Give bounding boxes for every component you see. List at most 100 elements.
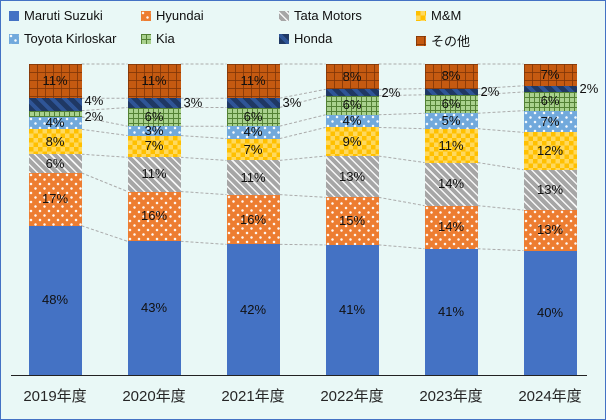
data-label-2023年度-hyundai: 14% xyxy=(437,219,465,235)
bar-segment-2020年度-honda[interactable] xyxy=(127,98,181,108)
legend-item-toyota-kirloskar[interactable]: Toyota Kirloskar xyxy=(9,31,116,46)
bar-segment-2019年度-other[interactable] xyxy=(28,64,82,99)
data-label-2021年度-toyota-kirloskar: 4% xyxy=(243,124,263,140)
data-label-2022年度-other: 8% xyxy=(342,68,362,84)
bar-segment-2019年度-maruti-suzuki[interactable] xyxy=(28,225,82,375)
data-label-2024年度-toyota-kirloskar: 7% xyxy=(540,113,560,129)
data-label-2021年度-other: 11% xyxy=(240,73,266,89)
legend-item-kia[interactable]: Kia xyxy=(141,31,175,46)
bar-segment-2019年度-m-and-m[interactable] xyxy=(28,129,82,155)
legend-label: M&M xyxy=(431,8,462,23)
bar-segment-2021年度-m-and-m[interactable] xyxy=(226,138,280,161)
data-label-2020年度-m-and-m: 7% xyxy=(144,138,164,154)
bar-segment-2024年度-kia[interactable] xyxy=(523,91,577,111)
bar-segment-2020年度-maruti-suzuki[interactable] xyxy=(127,241,181,375)
bar-segment-2020年度-tata-motors[interactable] xyxy=(127,157,181,192)
bar-segment-2022年度-maruti-suzuki[interactable] xyxy=(325,244,379,375)
data-label-2022年度-maruti-suzuki: 41% xyxy=(338,301,366,317)
data-label-2019年度-toyota-kirloskar: 4% xyxy=(45,115,65,131)
bar-segment-2019年度-kia[interactable] xyxy=(28,110,82,117)
bar-segment-2020年度-hyundai[interactable] xyxy=(127,191,181,242)
bar-segment-2022年度-honda[interactable] xyxy=(325,89,379,96)
data-label-2022年度-hyundai: 15% xyxy=(338,213,366,229)
bar-segment-2019年度-tata-motors[interactable] xyxy=(28,154,82,173)
bar-segment-2019年度-honda[interactable] xyxy=(28,98,82,111)
bar-segment-2022年度-hyundai[interactable] xyxy=(325,197,379,245)
data-label-2023年度-other: 8% xyxy=(441,68,461,84)
data-label-2021年度-tata-motors: 11% xyxy=(240,169,266,185)
data-label-2024年度-kia: 6% xyxy=(540,93,560,109)
bar-segment-2023年度-other[interactable] xyxy=(424,64,478,89)
data-label-2024年度-tata-motors: 13% xyxy=(536,181,564,197)
bar-segment-2022年度-kia[interactable] xyxy=(325,95,379,115)
bar-segment-2023年度-maruti-suzuki[interactable] xyxy=(424,248,478,375)
data-label-2022年度-toyota-kirloskar: 4% xyxy=(342,113,362,129)
data-label-2024年度-other: 7% xyxy=(540,66,560,82)
legend-item-m-and-m[interactable]: M&M xyxy=(416,8,461,23)
legend-item-honda[interactable]: Honda xyxy=(279,31,332,46)
data-label-2019年度-maruti-suzuki: 48% xyxy=(41,292,69,308)
bar-segment-2021年度-tata-motors[interactable] xyxy=(226,160,280,195)
bar-segment-2024年度-honda[interactable] xyxy=(523,85,577,92)
bar-segment-2022年度-other[interactable] xyxy=(325,64,379,90)
legend-label: Maruti Suzuki xyxy=(24,8,103,23)
bar-segment-2024年度-tata-motors[interactable] xyxy=(523,169,577,211)
data-label-2019年度-kia: 2% xyxy=(84,108,104,124)
bar-segment-2019年度-hyundai[interactable] xyxy=(28,172,82,226)
data-label-2020年度-hyundai: 16% xyxy=(140,208,168,224)
legend-item-maruti-suzuki[interactable]: Maruti Suzuki xyxy=(9,8,103,23)
axis-label-2023年度: 2023年度 xyxy=(419,388,483,405)
legend-swatch-m-and-m xyxy=(416,10,426,21)
bar-segment-2020年度-toyota-kirloskar[interactable] xyxy=(127,126,181,136)
bar-segment-2021年度-maruti-suzuki[interactable] xyxy=(226,244,280,375)
legend-item-other[interactable]: その他 xyxy=(416,31,470,50)
data-label-2019年度-honda: 4% xyxy=(84,93,104,109)
bar-segment-2021年度-hyundai[interactable] xyxy=(226,194,280,245)
legend-label: Toyota Kirloskar xyxy=(24,31,117,46)
bar-segment-2024年度-toyota-kirloskar[interactable] xyxy=(523,110,577,133)
bar-segment-2020年度-m-and-m[interactable] xyxy=(127,135,181,158)
bar-segment-2023年度-hyundai[interactable] xyxy=(424,205,478,249)
bar-segment-2024年度-other[interactable] xyxy=(523,64,577,86)
bar-segment-2023年度-kia[interactable] xyxy=(424,94,478,114)
axis-label-2020年度: 2020年度 xyxy=(122,388,186,405)
bar-segment-2024年度-maruti-suzuki[interactable] xyxy=(523,250,577,375)
legend-label: Tata Motors xyxy=(294,8,362,23)
bar-segment-2021年度-toyota-kirloskar[interactable] xyxy=(226,126,280,139)
bar-segment-2019年度-toyota-kirloskar[interactable] xyxy=(28,116,82,130)
bar-segment-2024年度-m-and-m[interactable] xyxy=(523,132,577,170)
legend-swatch-hyundai xyxy=(141,10,151,21)
legend-swatch-honda xyxy=(279,33,289,44)
bar-segment-2022年度-toyota-kirloskar[interactable] xyxy=(325,114,379,128)
axis-label-2021年度: 2021年度 xyxy=(221,388,285,405)
x-axis-line xyxy=(11,375,587,376)
bar-segment-2023年度-honda[interactable] xyxy=(424,88,478,95)
bar-segment-2021年度-kia[interactable] xyxy=(226,107,280,127)
bar-segment-2020年度-other[interactable] xyxy=(127,64,181,99)
bar-segment-2023年度-tata-motors[interactable] xyxy=(424,162,478,206)
legend-item-hyundai[interactable]: Hyundai xyxy=(141,8,204,23)
axis-label-2024年度: 2024年度 xyxy=(518,388,582,405)
bar-segment-2021年度-other[interactable] xyxy=(226,64,280,99)
legend-swatch-maruti-suzuki xyxy=(9,10,19,21)
data-label-2021年度-m-and-m: 7% xyxy=(243,141,263,157)
legend-swatch-other xyxy=(416,35,426,46)
bar-segment-2020年度-kia[interactable] xyxy=(127,107,181,127)
bar-segment-2023年度-m-and-m[interactable] xyxy=(424,128,478,163)
bar-segment-2022年度-tata-motors[interactable] xyxy=(325,156,379,198)
legend-item-tata-motors[interactable]: Tata Motors xyxy=(279,8,362,23)
bar-segment-2023年度-toyota-kirloskar[interactable] xyxy=(424,113,478,129)
bar-segment-2024年度-hyundai[interactable] xyxy=(523,210,577,251)
bar-segment-2022年度-m-and-m[interactable] xyxy=(325,127,379,157)
data-label-2020年度-tata-motors: 11% xyxy=(141,166,167,182)
data-label-2021年度-honda: 3% xyxy=(282,94,302,110)
data-label-2020年度-honda: 3% xyxy=(183,94,203,110)
data-label-2019年度-tata-motors: 6% xyxy=(45,155,65,171)
data-label-2019年度-hyundai: 17% xyxy=(41,191,69,207)
data-label-2022年度-m-and-m: 9% xyxy=(342,133,362,149)
bar-segment-2021年度-honda[interactable] xyxy=(226,98,280,108)
data-label-2023年度-kia: 6% xyxy=(441,96,461,112)
data-label-2019年度-other: 11% xyxy=(42,73,68,89)
